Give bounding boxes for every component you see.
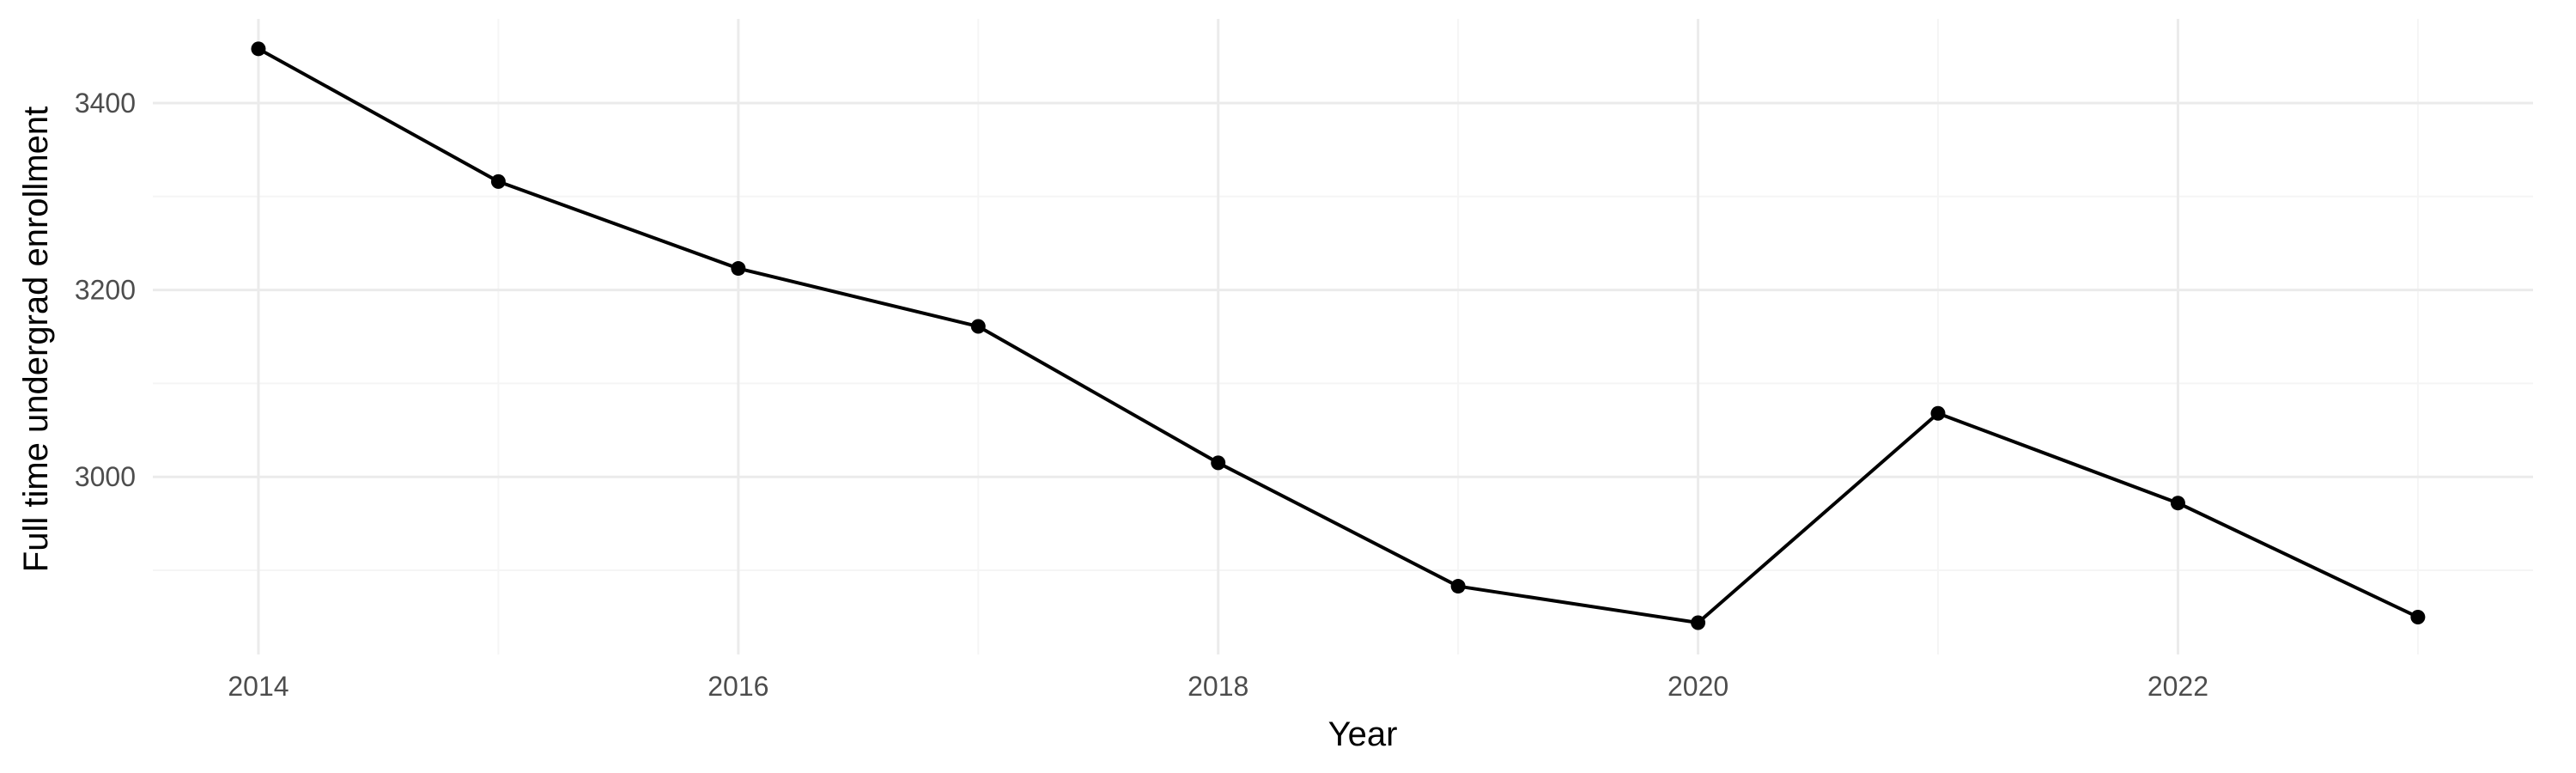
data-point (970, 319, 986, 334)
x-tick-label: 2020 (1668, 671, 1728, 702)
x-axis-title: Year (1328, 715, 1398, 753)
data-point (2170, 496, 2185, 511)
x-tick-label: 2016 (708, 671, 769, 702)
major-y-gridlines (153, 101, 2533, 478)
x-tick-label: 2014 (228, 671, 289, 702)
enrollment-line (256, 46, 2420, 624)
y-tick-label: 3200 (75, 275, 136, 306)
data-point (1691, 615, 1706, 630)
data-point (731, 261, 746, 277)
y-tick-label: 3000 (75, 461, 136, 492)
data-point (1211, 455, 1226, 471)
data-point (2410, 609, 2426, 624)
data-point (490, 173, 506, 189)
y-axis-title: Full time undergrad enrollment (17, 107, 55, 572)
data-point (1930, 405, 1946, 421)
data-point (1450, 579, 1466, 594)
major-x-gridlines (257, 19, 2179, 654)
x-tick-label: 2018 (1188, 671, 1249, 702)
series-layer (256, 46, 2420, 624)
x-tick-label: 2022 (2148, 671, 2208, 702)
minor-x-gridlines (497, 19, 2419, 654)
minor-y-gridlines (153, 195, 2533, 572)
y-tick-label: 3400 (75, 88, 136, 119)
points-layer (251, 41, 2426, 630)
x-axis-tick-labels: 2014 2016 2018 2020 2022 (228, 671, 2208, 702)
y-axis-tick-labels: 3000 3200 3400 (75, 88, 136, 492)
data-point (251, 41, 266, 57)
